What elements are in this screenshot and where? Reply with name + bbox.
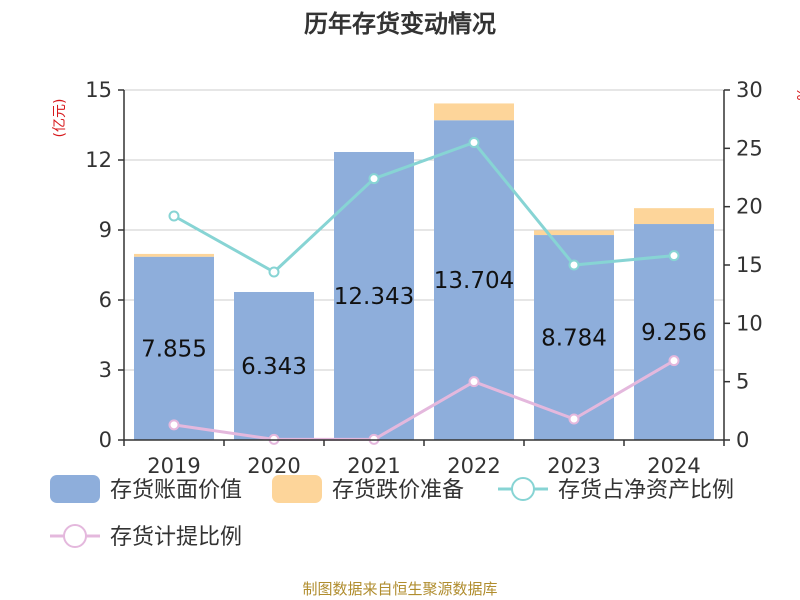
line-point [568, 413, 580, 425]
legend-label: 存货计提比例 [110, 525, 242, 550]
data-label: 6.343 [241, 354, 307, 380]
line-point [168, 210, 180, 222]
left-tick-label: 12 [85, 148, 112, 172]
left-tick-label: 0 [99, 428, 112, 452]
line-series [168, 137, 680, 445]
legend-label: 存货占净资产比例 [558, 478, 734, 503]
chart-title: 历年存货变动情况 [304, 10, 496, 38]
data-source: 制图数据来自恒生聚源数据库 [302, 580, 498, 598]
data-label: 12.343 [334, 284, 414, 310]
line-point [368, 173, 380, 185]
legend-marker [511, 477, 535, 501]
legend-label: 存货账面价值 [110, 478, 242, 503]
legend-marker [63, 524, 87, 548]
axes: 0 3 6 9 12 15 0 5 10 15 20 25 30 2019 2020 2021 2022 2023… [52, 78, 800, 478]
line-point [468, 376, 480, 388]
bar-provision [534, 230, 614, 236]
bar-book-value [134, 256, 214, 440]
data-label: 8.784 [541, 326, 607, 352]
left-axis-unit: (亿元) [52, 99, 68, 138]
legend-swatch [272, 475, 322, 503]
right-tick-label: 20 [736, 195, 763, 219]
line-point [568, 259, 580, 271]
right-axis-unit: % [793, 87, 800, 100]
legend-swatch [50, 475, 100, 503]
left-tick-label: 15 [85, 78, 112, 102]
bar-book-value [334, 151, 414, 440]
x-tick-label: 2020 [247, 454, 300, 478]
bar-provision [134, 253, 214, 257]
line-point [168, 419, 180, 431]
x-tick-label: 2021 [347, 454, 400, 478]
x-tick-label: 2019 [147, 454, 200, 478]
line-inventory-to-net-assets [173, 140, 675, 274]
bar-provision [434, 103, 514, 121]
bars [134, 103, 714, 441]
right-tick-label: 10 [736, 311, 763, 335]
line-point [668, 355, 680, 367]
x-tick-label: 2023 [547, 454, 600, 478]
right-tick-label: 15 [736, 253, 763, 277]
data-label: 13.704 [434, 268, 514, 294]
right-tick-label: 30 [736, 78, 763, 102]
x-tick-label: 2024 [647, 454, 700, 478]
line-point [468, 137, 480, 148]
left-tick-label: 9 [99, 218, 112, 242]
right-tick-label: 0 [736, 428, 749, 452]
line-provision-ratio [173, 359, 675, 441]
left-tick-label: 6 [99, 288, 112, 312]
data-labels: 7.855 6.343 12.343 13.704 8.784 9.256 [141, 268, 707, 380]
bar-book-value [234, 291, 314, 440]
x-tick-label: 2022 [447, 454, 500, 478]
data-label: 7.855 [141, 336, 207, 362]
line-point [268, 266, 280, 278]
right-tick-label: 5 [736, 370, 749, 394]
right-tick-label: 25 [736, 136, 763, 160]
data-label: 9.256 [641, 320, 707, 346]
bar-provision [634, 208, 714, 225]
left-tick-label: 3 [99, 358, 112, 382]
legend-label: 存货跌价准备 [332, 478, 464, 503]
line-point [668, 250, 680, 262]
